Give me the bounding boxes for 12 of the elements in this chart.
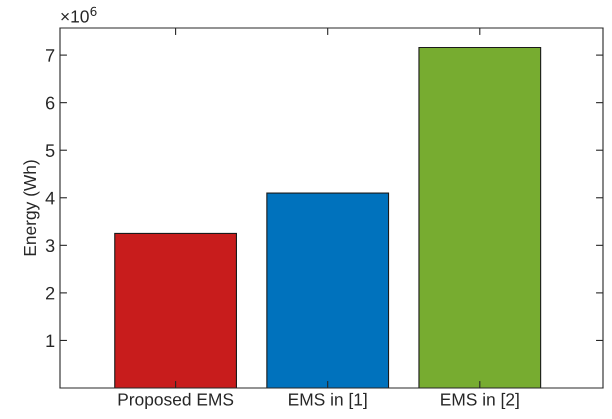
y-tick-label: 3 <box>46 239 54 252</box>
y-tick-label: 7 <box>46 49 54 62</box>
text: ×10$^{6}$ <box>61 6 97 23</box>
y-axis-title: Energy (Wh) <box>23 160 40 256</box>
x-tick-label: EMS in [1] <box>289 392 367 410</box>
x-tick-label: EMS in [2] <box>441 392 519 410</box>
y-tick-label: 5 <box>46 144 54 157</box>
x-tick-label: Proposed EMS <box>118 392 234 410</box>
y-tick-label: 6 <box>46 96 54 110</box>
y-tick-label: 1 <box>46 334 54 347</box>
y-tick-label: 4 <box>46 192 55 204</box>
y-tick-label: 2 <box>46 286 54 300</box>
